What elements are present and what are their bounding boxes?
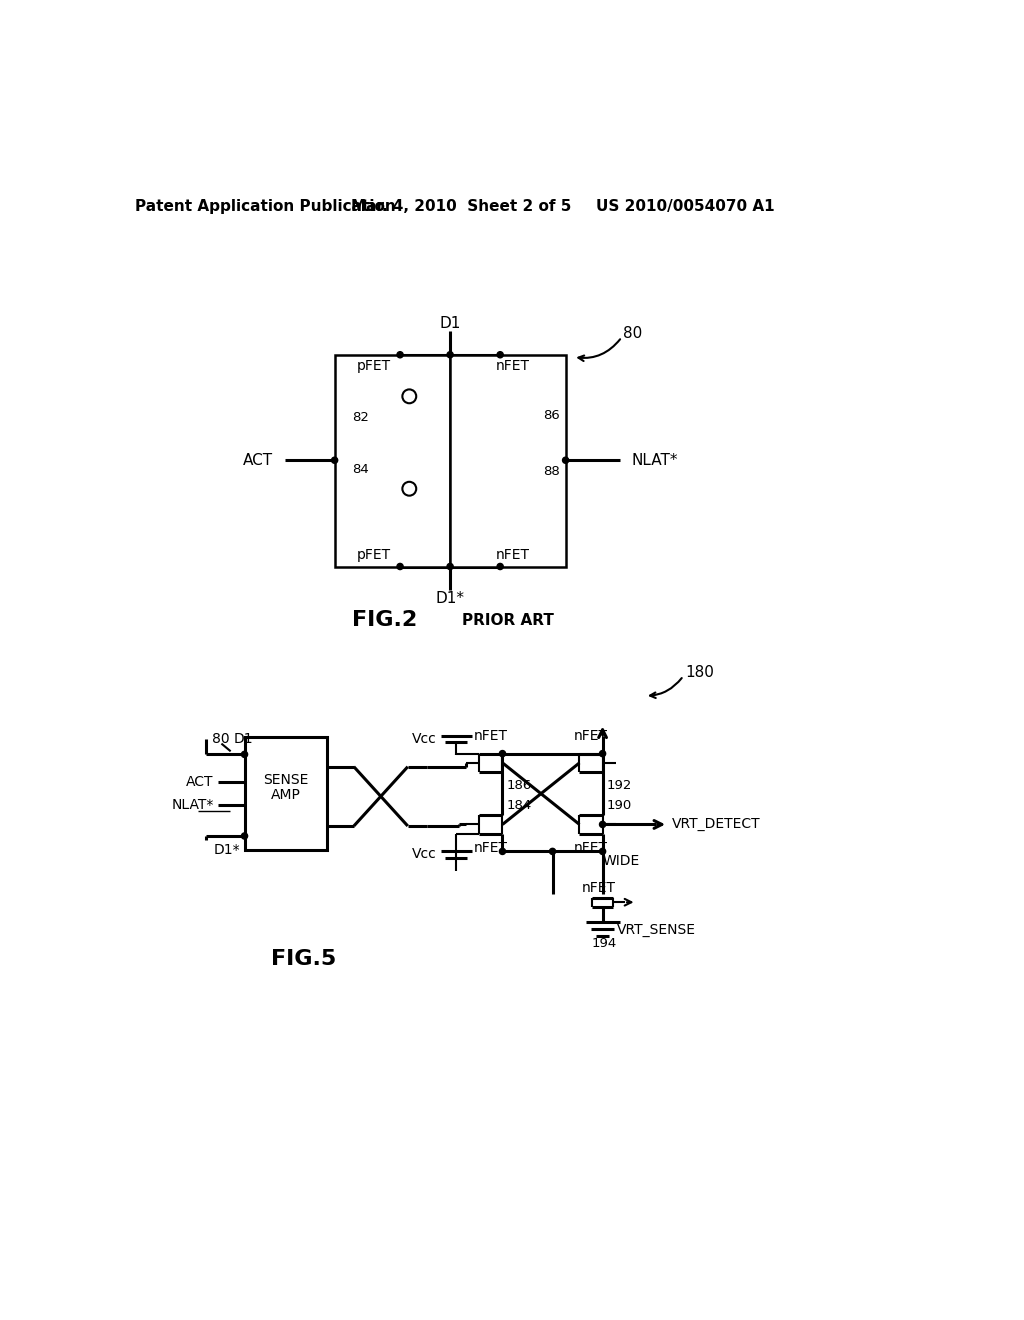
Text: 192: 192 <box>606 779 632 792</box>
Text: D1: D1 <box>439 317 461 331</box>
Text: 86: 86 <box>544 409 560 422</box>
Text: ACT: ACT <box>243 453 273 467</box>
Circle shape <box>599 821 605 828</box>
Text: 82: 82 <box>352 411 370 424</box>
Text: nFET: nFET <box>574 841 608 854</box>
Text: 184: 184 <box>506 799 531 812</box>
Text: D1*: D1* <box>214 843 241 857</box>
Circle shape <box>242 751 248 758</box>
Bar <box>335 355 451 566</box>
Text: US 2010/0054070 A1: US 2010/0054070 A1 <box>596 198 774 214</box>
Circle shape <box>550 849 556 854</box>
Text: Vcc: Vcc <box>412 847 436 862</box>
Text: PRIOR ART: PRIOR ART <box>462 612 554 628</box>
Text: D1*: D1* <box>435 591 465 606</box>
Text: FIG.2: FIG.2 <box>352 610 418 631</box>
Text: nFET: nFET <box>474 841 508 854</box>
Text: Vcc: Vcc <box>412 733 436 746</box>
Circle shape <box>500 849 506 854</box>
Text: Patent Application Publication: Patent Application Publication <box>135 198 395 214</box>
Circle shape <box>397 564 403 570</box>
Text: ACT: ACT <box>186 775 214 789</box>
Circle shape <box>332 457 338 463</box>
Text: nFET: nFET <box>574 729 608 743</box>
Text: VRT_DETECT: VRT_DETECT <box>672 817 761 832</box>
Circle shape <box>599 751 605 756</box>
Text: D1: D1 <box>233 733 253 746</box>
Text: nFET: nFET <box>582 880 615 895</box>
Text: 194: 194 <box>592 937 617 950</box>
Text: 88: 88 <box>544 465 560 478</box>
Text: 180: 180 <box>685 665 714 680</box>
Circle shape <box>497 564 503 570</box>
Text: FIG.5: FIG.5 <box>271 949 337 969</box>
Text: SENSE: SENSE <box>262 772 308 787</box>
Text: pFET: pFET <box>356 359 391 374</box>
Text: pFET: pFET <box>356 548 391 562</box>
Text: NLAT*: NLAT* <box>631 453 678 467</box>
Circle shape <box>397 351 403 358</box>
Text: 80: 80 <box>624 326 643 342</box>
Circle shape <box>242 833 248 840</box>
Text: nFET: nFET <box>474 729 508 743</box>
Text: VRT_SENSE: VRT_SENSE <box>617 923 696 937</box>
Text: WIDE: WIDE <box>602 854 640 869</box>
Bar <box>451 355 565 566</box>
Circle shape <box>497 351 503 358</box>
Circle shape <box>447 351 454 358</box>
Text: 190: 190 <box>606 799 632 812</box>
Circle shape <box>447 564 454 570</box>
Bar <box>245 738 327 850</box>
Circle shape <box>599 849 605 854</box>
Text: Mar. 4, 2010  Sheet 2 of 5: Mar. 4, 2010 Sheet 2 of 5 <box>351 198 571 214</box>
Circle shape <box>562 457 568 463</box>
Circle shape <box>500 751 506 756</box>
Text: 80: 80 <box>212 733 229 746</box>
Text: nFET: nFET <box>496 359 529 374</box>
Text: 84: 84 <box>352 463 370 477</box>
Text: AMP: AMP <box>270 788 300 803</box>
Text: NLAT*: NLAT* <box>171 799 214 812</box>
Text: 186: 186 <box>506 779 531 792</box>
Text: nFET: nFET <box>496 548 529 562</box>
